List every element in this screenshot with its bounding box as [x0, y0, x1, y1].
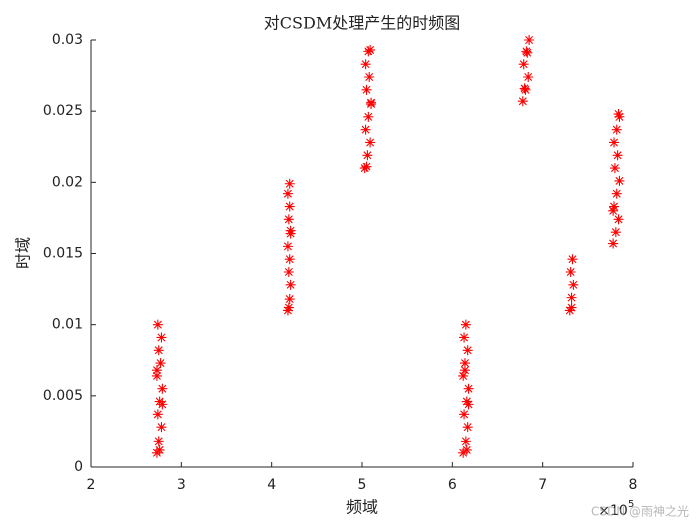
x-tick-label: 5: [358, 477, 367, 493]
point: [566, 302, 577, 313]
point: [564, 305, 575, 316]
point: [463, 383, 474, 394]
point: [154, 444, 165, 455]
point: [282, 241, 293, 252]
point: [614, 111, 625, 122]
point: [366, 99, 377, 110]
point: [608, 205, 619, 216]
x-tick-label: 4: [267, 477, 276, 493]
y-tick-label: 0.015: [43, 246, 83, 262]
point: [608, 238, 619, 249]
point: [611, 188, 622, 199]
point: [153, 345, 164, 356]
point: [152, 409, 163, 420]
point: [459, 409, 470, 420]
point: [284, 201, 295, 212]
point: [362, 150, 373, 161]
point: [459, 332, 470, 343]
point: [155, 358, 166, 369]
x-tick-label: 2: [87, 477, 96, 493]
x-tick-label: 3: [177, 477, 186, 493]
point: [613, 214, 624, 225]
point: [463, 399, 474, 410]
point: [567, 254, 578, 265]
point: [283, 302, 294, 313]
point: [519, 83, 530, 94]
point: [458, 370, 469, 381]
point: [461, 444, 472, 455]
y-tick-label: 0.025: [43, 103, 83, 119]
point: [156, 332, 167, 343]
point: [459, 365, 470, 376]
point: [609, 137, 620, 148]
point: [462, 422, 473, 433]
point: [285, 225, 296, 236]
chart-title: 对CSDM处理产生的时频图: [264, 14, 460, 33]
point: [613, 109, 624, 120]
point: [610, 227, 621, 238]
point: [284, 254, 295, 265]
point: [614, 175, 625, 186]
point: [459, 358, 470, 369]
point: [360, 124, 371, 135]
point: [517, 96, 528, 107]
point: [365, 137, 376, 148]
x-tick-label: 7: [538, 477, 547, 493]
x-multiplier: ×10: [598, 503, 628, 519]
point: [285, 279, 296, 290]
point: [156, 422, 167, 433]
point: [284, 178, 295, 189]
point: [283, 267, 294, 278]
x-multiplier-exponent: 5: [628, 499, 634, 510]
point: [565, 267, 576, 278]
point: [363, 111, 374, 122]
point: [612, 150, 623, 161]
point: [460, 436, 471, 447]
point: [284, 294, 295, 305]
point: [460, 319, 471, 330]
point: [361, 84, 372, 95]
point: [282, 305, 293, 316]
point: [568, 279, 579, 290]
y-axis-label: 时域: [14, 237, 33, 269]
x-tick-label: 8: [629, 477, 638, 493]
y-tick-label: 0.02: [52, 174, 83, 190]
point: [153, 436, 164, 447]
point: [157, 399, 168, 410]
point: [523, 72, 534, 83]
watermark: CSDN @雨神之光: [591, 505, 689, 519]
point: [611, 124, 622, 135]
point: [151, 365, 162, 376]
y-tick-label: 0.03: [52, 32, 83, 48]
point: [609, 163, 620, 174]
y-tick-label: 0: [74, 459, 83, 475]
point: [365, 44, 376, 55]
point: [461, 396, 472, 407]
point: [361, 161, 372, 172]
point: [462, 345, 473, 356]
point: [524, 35, 535, 45]
point: [566, 292, 577, 303]
point: [360, 59, 371, 70]
point: [518, 59, 529, 70]
point: [283, 214, 294, 225]
x-axis-label: 频域: [346, 498, 378, 517]
point: [609, 201, 620, 212]
point: [151, 370, 162, 381]
x-tick-label: 6: [448, 477, 457, 493]
point: [152, 319, 163, 330]
y-tick-label: 0.005: [43, 388, 83, 404]
point: [364, 72, 375, 83]
point: [157, 383, 168, 394]
y-tick-label: 0.01: [52, 317, 83, 333]
point: [522, 47, 533, 58]
point: [282, 188, 293, 199]
